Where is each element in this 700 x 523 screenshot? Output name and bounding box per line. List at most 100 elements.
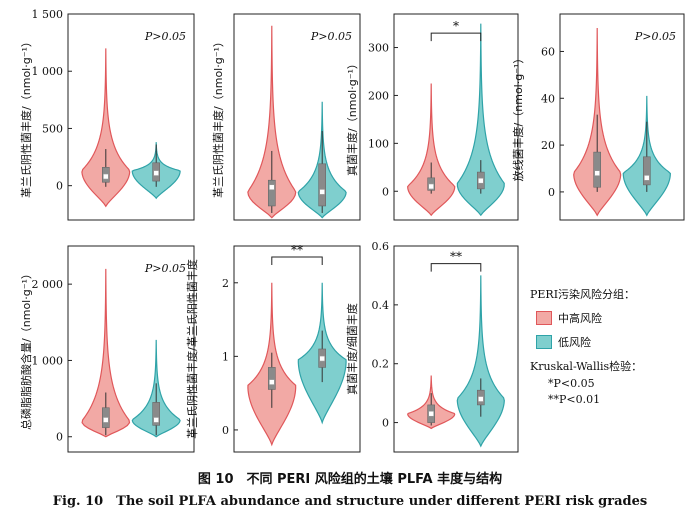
median-marker: [268, 379, 275, 385]
median-marker: [319, 355, 326, 362]
legend-swatch-low: [536, 335, 552, 349]
y-axis-label: 真菌丰度/细菌丰度: [345, 303, 359, 395]
y-axis-label: 革兰氏阴性菌丰度/（nmol·g⁻¹）: [211, 36, 225, 198]
p-value-annotation: P>0.05: [144, 262, 186, 275]
violin-body: [81, 268, 131, 438]
violin-high-risk: [573, 28, 622, 217]
y-axis-label: 真菌丰度/（nmol·g⁻¹）: [345, 58, 359, 176]
chart-panel-7: 0 0.2 0.4 0.6 真菌丰度/细菌丰度 **: [345, 240, 519, 453]
y-tick-label: 1 500: [32, 8, 64, 21]
y-tick-label: 100: [368, 137, 389, 150]
y-tick-label: 1 000: [32, 354, 64, 367]
median-marker: [594, 170, 601, 176]
violin-high-risk: [247, 25, 297, 219]
chart-panel-1: 0 500 1 000 1 500 革兰氏阴性菌丰度/（nmol·g⁻¹） P>0.05: [19, 8, 195, 221]
legend-item-low: 低风险: [530, 334, 698, 350]
y-tick-label: 0.2: [372, 358, 390, 371]
y-tick-label: 2 000: [32, 278, 64, 291]
plot-frame: [233, 13, 361, 221]
sig-level-1: *P<0.05: [548, 377, 595, 390]
legend-label-low: 低风险: [558, 336, 591, 349]
y-tick-label: 0: [56, 431, 63, 444]
chart-panel-2: 革兰氏阴性菌丰度/（nmol·g⁻¹） P>0.05: [211, 13, 361, 221]
violin-high-risk: [407, 375, 456, 430]
y-tick-label: 0: [382, 185, 389, 198]
y-tick-label: 0.6: [372, 240, 390, 253]
legend: PERI污染风险分组： 中高风险 低风险 Kruskal-Wallis检验： *…: [530, 286, 698, 406]
violin-body: [81, 48, 131, 208]
y-axis-label: 革兰氏阴性菌丰度/革兰氏阳性菌丰度: [185, 259, 199, 439]
violin-low-risk: [297, 101, 347, 219]
violin-body: [407, 83, 456, 217]
iqr-box: [267, 367, 276, 390]
median-marker: [428, 183, 435, 190]
y-axis-label: 总磷脂脂肪酸含量/（nmol·g⁻¹）: [19, 268, 33, 430]
y-tick-label: 500: [42, 122, 63, 135]
chart-panel-3: 0 100 200 300 真菌丰度/（nmol·g⁻¹） *: [345, 13, 519, 221]
p-value-annotation: P>0.05: [634, 30, 676, 43]
test-title: Kruskal-Wallis检验：: [530, 360, 643, 373]
y-tick-label: 40: [541, 92, 555, 105]
y-tick-label: 0: [382, 417, 389, 430]
y-tick-label: 1: [222, 350, 229, 363]
median-marker: [103, 417, 109, 423]
chart-panel-4: 0 20 40 60 放线菌丰度/（nmol·g⁻¹） P>0.05: [511, 13, 685, 221]
sig-level-2: **P<0.01: [548, 393, 601, 406]
y-axis-label: 革兰氏阴性菌丰度/（nmol·g⁻¹）: [19, 36, 33, 198]
median-marker: [153, 417, 159, 423]
median-marker: [153, 170, 159, 176]
plot-frame: [67, 245, 195, 453]
violin-low-risk: [456, 23, 505, 217]
y-tick-label: 2: [222, 277, 229, 290]
y-tick-label: 0.4: [372, 299, 390, 312]
y-tick-label: 1 000: [32, 65, 64, 78]
plot-frame: [67, 13, 195, 221]
iqr-box: [593, 151, 602, 188]
legend-item-high: 中高风险: [530, 310, 698, 326]
violin-low-risk: [297, 282, 347, 425]
violin-low-risk: [131, 339, 181, 438]
violin-body: [247, 25, 297, 219]
iqr-box: [267, 179, 276, 207]
significance-stars: **: [450, 250, 462, 264]
median-marker: [477, 177, 484, 184]
median-marker: [643, 175, 650, 181]
significance-stars: **: [291, 243, 303, 257]
plot-frame: [393, 13, 519, 221]
significance-bracket: [271, 256, 323, 266]
legend-label-high: 中高风险: [558, 312, 602, 325]
median-marker: [428, 410, 435, 417]
significance-bracket: [430, 32, 482, 42]
legend-swatch-high: [536, 311, 552, 325]
violin-high-risk: [247, 282, 297, 447]
median-marker: [477, 396, 484, 402]
caption-chinese: 图 10 不同 PERI 风险组的土壤 PLFA 丰度与结构: [197, 472, 503, 487]
violin-high-risk: [81, 268, 131, 438]
violin-high-risk: [407, 83, 456, 217]
iqr-box: [318, 163, 327, 207]
median-marker: [319, 189, 326, 195]
violin-low-risk: [622, 95, 671, 217]
plot-frame: [233, 245, 361, 453]
violin-body: [456, 23, 505, 217]
y-tick-label: 200: [368, 89, 389, 102]
iqr-box: [642, 156, 651, 186]
violin-low-risk: [456, 275, 505, 448]
y-tick-label: 0: [222, 424, 229, 437]
p-value-annotation: P>0.05: [310, 30, 352, 43]
iqr-box: [152, 402, 160, 426]
median-marker: [268, 184, 275, 191]
significance-stars: *: [453, 19, 459, 33]
violin-low-risk: [131, 142, 181, 200]
violin-body: [456, 275, 505, 448]
caption-english: Fig. 10 The soil PLFA abundance and stru…: [52, 494, 648, 509]
y-tick-label: 20: [541, 139, 555, 152]
p-value-annotation: P>0.05: [144, 30, 186, 43]
plot-frame: [559, 13, 685, 221]
chart-panel-6: 0 1 2 革兰氏阴性菌丰度/革兰氏阳性菌丰度 **: [185, 243, 361, 453]
significance-bracket: [430, 263, 482, 272]
violin-high-risk: [81, 48, 131, 208]
y-tick-label: 300: [368, 42, 389, 55]
